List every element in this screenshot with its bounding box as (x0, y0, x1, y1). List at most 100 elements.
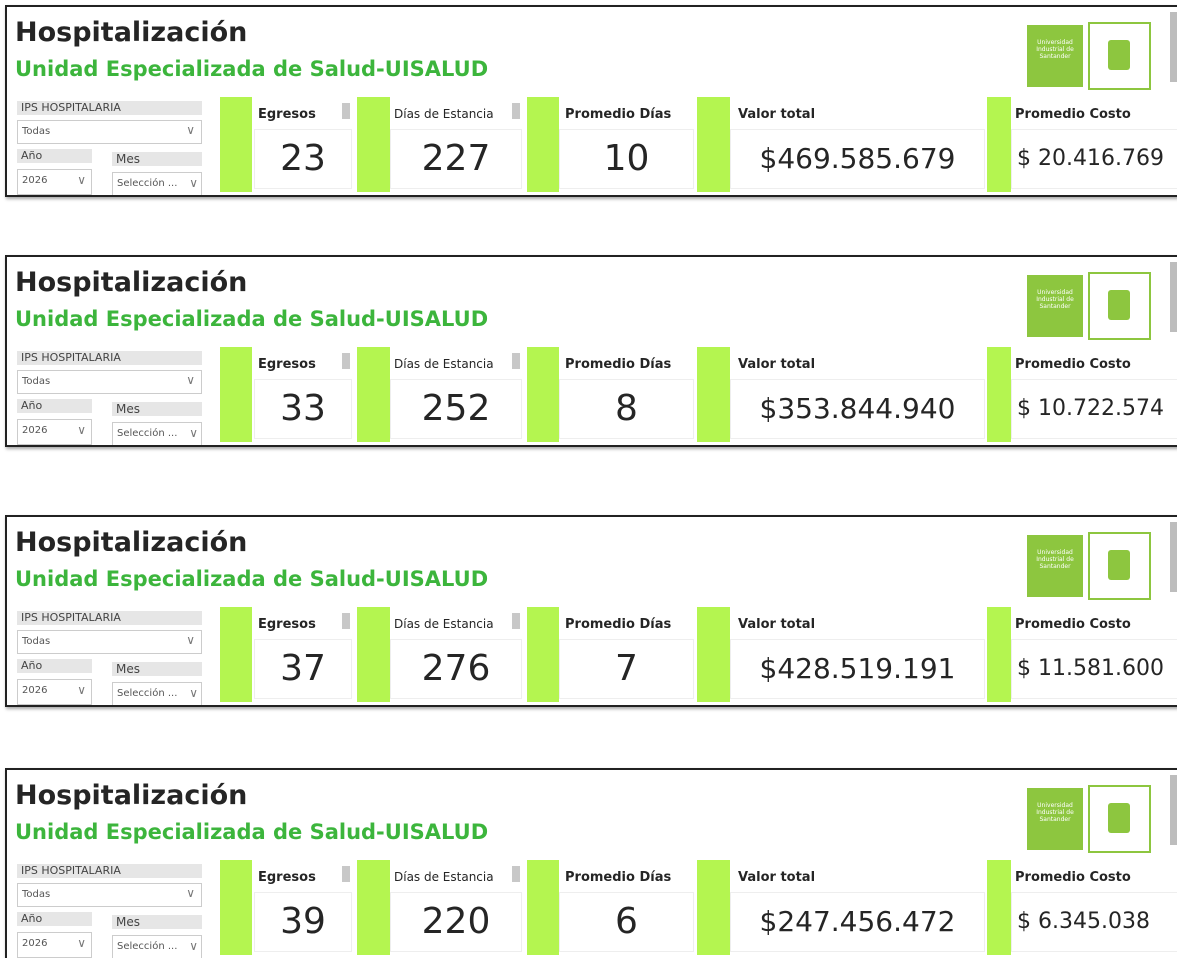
logo-text: Universidad Industrial de Santander (1027, 535, 1083, 597)
kpi-value: 8 (615, 388, 638, 429)
filter-label: Año (17, 912, 92, 926)
emblem-mark (1108, 803, 1130, 833)
kpi-accent (357, 347, 390, 442)
filter-dropdown[interactable]: Selección ... ∨ (112, 422, 202, 445)
kpi-label: Promedio Días (565, 357, 672, 372)
kpi-value: 227 (421, 138, 491, 179)
kpi-label: Promedio Días (565, 617, 672, 632)
filter-label: IPS HOSPITALARIA (17, 864, 202, 878)
kpi-label: Promedio Costo (1015, 617, 1131, 632)
scrollbar (1170, 12, 1177, 82)
filter-dropdown[interactable]: Selección ... ∨ (112, 935, 202, 958)
kpi-value: 252 (421, 388, 491, 429)
filter-dropdown[interactable]: Selección ... ∨ (112, 682, 202, 705)
filter-dropdown[interactable]: 2026 ∨ (17, 419, 92, 445)
kpi-value: $ 11.581.600 (1017, 656, 1164, 681)
kpi-accent (220, 860, 252, 955)
filter-label: Año (17, 149, 92, 163)
kpi-accent (357, 607, 390, 702)
logo-text: Universidad Industrial de Santander (1027, 275, 1083, 337)
filter-dropdown[interactable]: Todas ∨ (17, 630, 202, 654)
filter-label: Año (17, 659, 92, 673)
kpi-label: Promedio Costo (1015, 107, 1131, 122)
kpi-box (559, 129, 694, 189)
kpi-box (390, 892, 522, 952)
kpi-accent (697, 860, 730, 955)
kpi-value: 10 (603, 138, 650, 179)
kpi-accent (527, 97, 559, 192)
filter-dropdown[interactable]: 2026 ∨ (17, 679, 92, 705)
scroll-handle (512, 613, 520, 629)
kpi-accent (697, 97, 730, 192)
scroll-handle (342, 866, 350, 882)
kpi-accent (697, 347, 730, 442)
filter-label: IPS HOSPITALARIA (17, 101, 202, 115)
kpi-value: $ 6.345.038 (1017, 909, 1150, 934)
emblem-mark (1108, 40, 1130, 70)
kpi-label: Días de Estancia (394, 107, 494, 121)
kpi-value: 37 (280, 648, 326, 689)
kpi-value: $ 10.722.574 (1017, 396, 1164, 421)
dashboard-panel: Hospitalización Unidad Especializada de S… (5, 515, 1177, 707)
kpi-box (1011, 379, 1177, 439)
chevron: ∨ (189, 176, 198, 190)
chevron: ∨ (77, 423, 86, 437)
filter-label: Año (17, 399, 92, 413)
scroll-handle (342, 103, 350, 119)
page-title: Hospitalización (15, 780, 248, 811)
kpi-accent (527, 860, 559, 955)
kpi-box (730, 639, 985, 699)
kpi-value: $469.585.679 (759, 142, 956, 175)
chevron: ∨ (189, 686, 198, 700)
kpi-accent (357, 97, 390, 192)
kpi-value: $247.456.472 (759, 905, 956, 938)
kpi-value: 23 (280, 138, 326, 179)
chevron: ∨ (186, 123, 195, 137)
filter-dropdown[interactable]: Todas ∨ (17, 120, 202, 144)
kpi-box (254, 892, 352, 952)
filter-label: Mes (112, 152, 202, 166)
scroll-handle (512, 353, 520, 369)
kpi-box (254, 379, 352, 439)
kpi-label: Valor total (738, 107, 816, 122)
kpi-label: Promedio Costo (1015, 357, 1131, 372)
kpi-value: $428.519.191 (759, 652, 956, 685)
page-title: Hospitalización (15, 527, 248, 558)
kpi-label: Egresos (258, 357, 316, 372)
kpi-label: Días de Estancia (394, 870, 494, 884)
filter-label: IPS HOSPITALARIA (17, 351, 202, 365)
scrollbar (1170, 522, 1177, 592)
chevron: ∨ (77, 173, 86, 187)
kpi-label: Promedio Días (565, 870, 672, 885)
kpi-accent (987, 347, 1011, 442)
kpi-label: Valor total (738, 870, 816, 885)
kpi-box (559, 639, 694, 699)
filter-dropdown[interactable]: 2026 ∨ (17, 932, 92, 958)
logo-emblem (1088, 532, 1151, 600)
emblem-mark (1108, 290, 1130, 320)
scrollbar (1170, 262, 1177, 332)
kpi-label: Días de Estancia (394, 617, 494, 631)
kpi-box (1011, 129, 1177, 189)
kpi-value: $353.844.940 (759, 392, 956, 425)
kpi-value: 276 (421, 648, 491, 689)
scroll-handle (342, 613, 350, 629)
kpi-value: $ 20.416.769 (1017, 146, 1164, 171)
filter-dropdown[interactable]: Todas ∨ (17, 370, 202, 394)
filter-dropdown[interactable]: Selección ... ∨ (112, 172, 202, 195)
page-title: Hospitalización (15, 267, 248, 298)
dashboard-panel: Hospitalización Unidad Especializada de S… (5, 255, 1177, 447)
logo-text: Universidad Industrial de Santander (1027, 788, 1083, 850)
chevron: ∨ (186, 886, 195, 900)
logo-emblem (1088, 22, 1151, 90)
emblem-mark (1108, 550, 1130, 580)
kpi-label: Egresos (258, 107, 316, 122)
kpi-accent (357, 860, 390, 955)
filter-dropdown[interactable]: Todas ∨ (17, 883, 202, 907)
chevron: ∨ (77, 936, 86, 950)
chevron: ∨ (77, 683, 86, 697)
page-subtitle: Unidad Especializada de Salud-UISALUD (15, 820, 489, 844)
filter-dropdown[interactable]: 2026 ∨ (17, 169, 92, 195)
kpi-label: Valor total (738, 617, 816, 632)
